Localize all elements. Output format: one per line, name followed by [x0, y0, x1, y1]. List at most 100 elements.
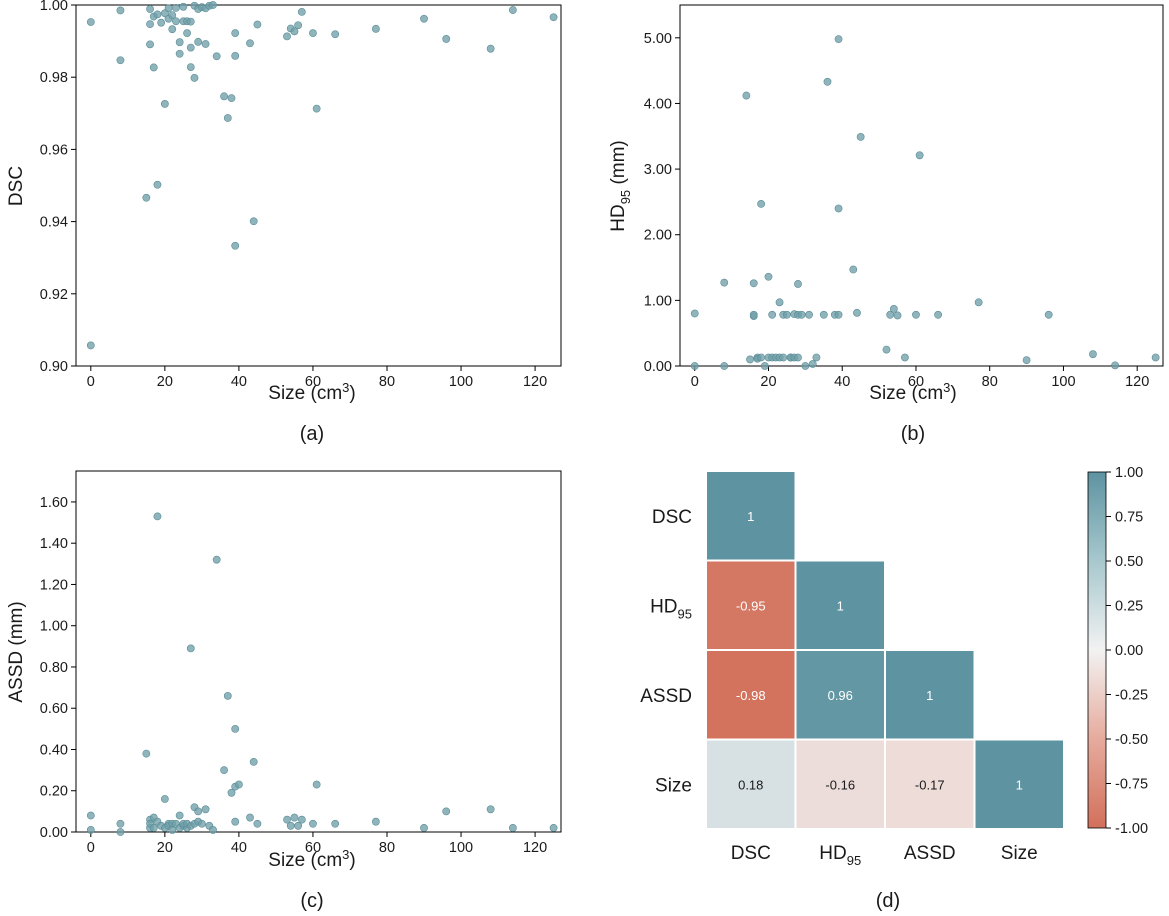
data-point-a: [146, 20, 154, 29]
data-point-a: [183, 29, 191, 38]
data-point-b: [690, 309, 699, 318]
xlabel-b: Size (cm3): [869, 380, 956, 404]
data-point-a: [157, 18, 166, 27]
heatmap-cell: [794, 649, 886, 741]
data-point-c: [116, 819, 125, 828]
heatmap-cell-value: 1: [837, 598, 844, 613]
data-point-c: [249, 757, 258, 766]
data-point-a: [86, 341, 95, 350]
heatmap-row-label-text: ASSD: [640, 686, 692, 707]
heatmap-cell-value: 0.96: [828, 688, 853, 703]
ylabel-a: DSC: [6, 166, 27, 206]
data-point-a: [194, 37, 203, 46]
data-point-c: [286, 821, 295, 830]
data-point-b: [823, 77, 832, 86]
data-point-a: [223, 114, 232, 122]
data-point-a: [420, 14, 428, 23]
data-point-c: [486, 805, 495, 814]
data-point-a: [212, 52, 221, 61]
y-tick-label-b: 3.00: [644, 162, 672, 178]
data-point-c: [420, 823, 428, 832]
x-tick-label-a: 60: [305, 374, 321, 390]
data-point-a: [186, 17, 195, 26]
data-point-a: [227, 94, 236, 103]
y-tick-label-a: 0.90: [40, 359, 68, 375]
colorbar-tick-label: 0.75: [1115, 510, 1143, 526]
data-point-a: [297, 7, 306, 16]
data-point-a: [186, 43, 195, 52]
data-point-a: [86, 18, 95, 26]
data-point-a: [153, 180, 162, 189]
data-point-a: [146, 5, 154, 13]
heatmap-row-label-text: DSC: [652, 507, 692, 528]
data-point-b: [783, 310, 791, 319]
data-point-a: [190, 74, 199, 82]
y-tick-label-c: 1.20: [40, 577, 68, 593]
x-tick-label-a: 0: [87, 374, 95, 390]
data-point-c: [168, 826, 177, 834]
colorbar-tick-label: -1.00: [1115, 821, 1148, 837]
heatmap-col-label-text: ASSD: [904, 843, 956, 864]
x-tick-label-b: 80: [982, 374, 998, 390]
data-point-a: [172, 17, 180, 26]
data-point-a: [146, 40, 154, 49]
data-point-a: [312, 104, 321, 113]
data-point-c: [86, 811, 95, 820]
x-tick-label-b: 20: [760, 374, 776, 390]
data-point-b: [819, 310, 828, 319]
heatmap-cell: [705, 470, 797, 562]
y-tick-label-b: 0.00: [644, 359, 672, 375]
data-point-c: [160, 795, 169, 803]
data-point-c: [212, 555, 221, 564]
heatmap-cell-value: 1: [1016, 777, 1023, 792]
data-point-b: [834, 204, 843, 213]
y-tick-label-b: 2.00: [644, 228, 672, 244]
data-point-b: [812, 353, 821, 362]
data-point-b: [834, 310, 843, 319]
x-tick-label-c: 40: [231, 840, 247, 856]
data-point-b: [974, 298, 983, 307]
data-point-b: [794, 353, 802, 362]
data-point-c: [142, 749, 151, 758]
data-point-b: [690, 362, 699, 370]
data-point-b: [794, 280, 802, 288]
x-tick-label-c: 60: [305, 840, 321, 856]
x-tick-label-a: 100: [449, 374, 473, 390]
x-tick-label-a: 20: [157, 374, 173, 390]
heatmap-cell-value: 1: [926, 688, 933, 703]
panel-label-c: (c): [300, 890, 323, 912]
data-point-a: [142, 193, 151, 202]
data-point-c: [290, 813, 299, 822]
data-point-a: [168, 25, 177, 34]
colorbar-tick-label: 0.50: [1115, 554, 1143, 570]
x-tick-label-c: 100: [449, 840, 473, 856]
data-point-c: [309, 819, 317, 828]
plot-frame-a: [75, 4, 562, 367]
data-point-a: [549, 13, 558, 22]
heatmap-cell: [794, 559, 886, 651]
x-tick-label-b: 60: [908, 374, 924, 390]
data-point-c: [297, 815, 306, 824]
data-point-c: [246, 813, 254, 822]
data-point-a: [201, 40, 210, 48]
data-point-a: [220, 92, 228, 101]
correlation-heatmap: (d) 1 -0.95 1 -0.98 0.96 1 0.18 -0.16 -0.17 1 DSC H…: [640, 465, 1148, 912]
data-point-b: [1044, 310, 1053, 319]
data-point-b: [853, 308, 861, 317]
data-point-c: [175, 811, 184, 820]
data-point-b: [720, 362, 729, 370]
data-point-c: [153, 512, 162, 521]
heatmap-col-label-text: Size: [1001, 843, 1038, 864]
xlabel-a: Size (cm3): [268, 380, 355, 404]
data-point-c: [442, 807, 451, 816]
panel-label-a: (a): [300, 423, 324, 445]
x-tick-label-c: 0: [87, 840, 95, 856]
x-tick-label-c: 80: [379, 840, 395, 856]
y-tick-label-c: 1.00: [40, 619, 68, 635]
data-point-b: [768, 310, 777, 319]
panel-label-d: (d): [876, 890, 900, 912]
data-point-c: [186, 644, 195, 653]
heatmap-cell: [794, 738, 886, 830]
x-tick-label-a: 80: [379, 374, 395, 390]
